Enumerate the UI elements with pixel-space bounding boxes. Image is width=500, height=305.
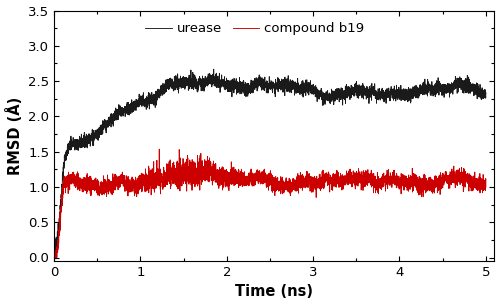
urease [130,105,136,108]
urease [216,81,222,85]
compound b19 [51,256,57,259]
urease [483,96,489,99]
Y-axis label: RMSD (Å): RMSD (Å) [6,97,22,175]
urease [332,99,338,103]
compound b19 [332,179,338,183]
urease [406,95,412,98]
urease [310,82,316,86]
compound b19 [374,181,380,185]
compound b19 [130,184,136,188]
compound b19 [310,183,316,186]
urease [52,253,58,257]
compound b19 [216,170,222,174]
urease [210,67,216,71]
urease [51,244,57,247]
compound b19 [483,185,489,189]
urease [374,93,380,96]
Line: urease: urease [54,69,486,255]
compound b19 [156,147,162,151]
X-axis label: Time (ns): Time (ns) [236,285,314,300]
Line: compound b19: compound b19 [54,149,486,257]
Legend: urease, compound b19: urease, compound b19 [140,17,370,41]
compound b19 [406,176,412,180]
